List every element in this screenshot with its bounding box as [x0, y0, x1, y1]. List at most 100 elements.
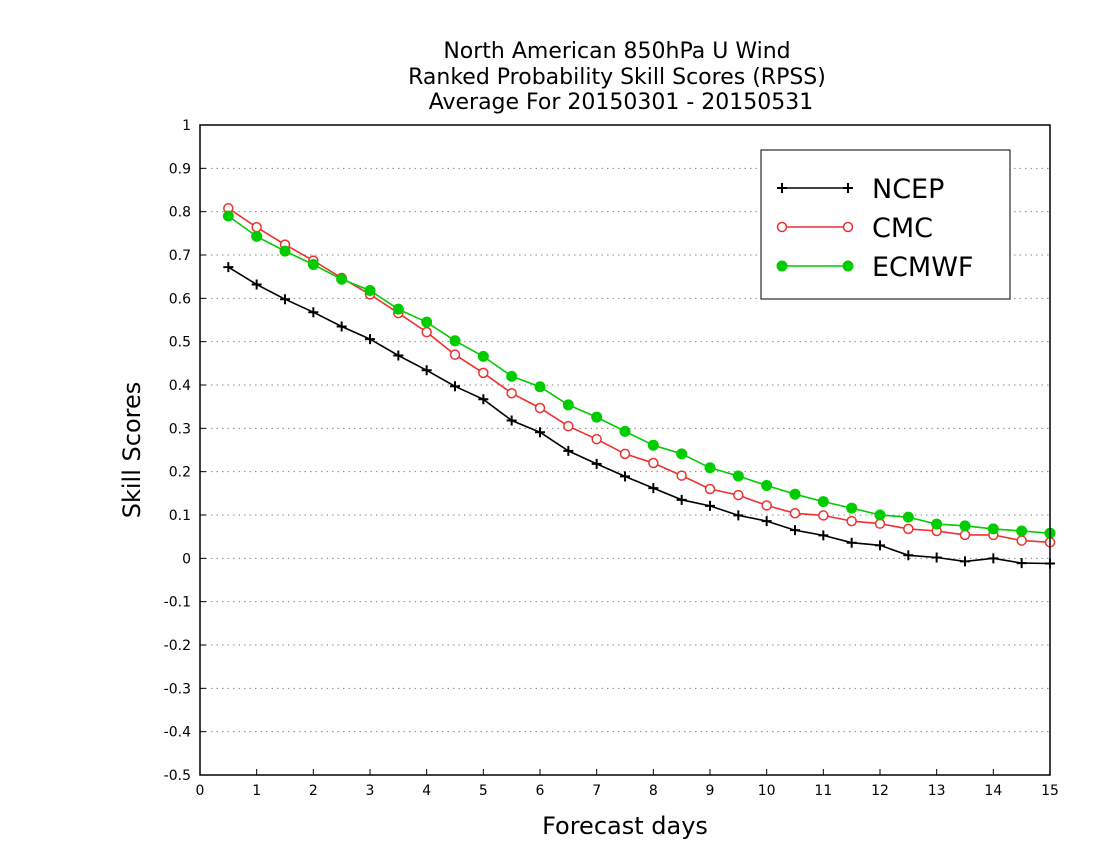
ncep-point	[450, 381, 460, 392]
chart-title-line-1: North American 850hPa U Wind	[443, 39, 790, 64]
ecmwf-point	[421, 316, 433, 328]
y-tick-label: 0.6	[169, 291, 191, 307]
ncep-point	[960, 556, 970, 567]
ncep-point	[336, 321, 347, 332]
ncep-point	[563, 445, 574, 456]
cmc-point	[704, 483, 716, 495]
ecmwf-point	[222, 210, 234, 222]
legend-marker-cmc	[842, 221, 854, 233]
ncep-point	[421, 365, 432, 376]
legend-marker-ecmwf	[842, 260, 854, 272]
x-tick-label: 11	[814, 783, 832, 799]
x-axis-ticks: 0 1 2 3 4 5 6 7 8 9 10 11 12 13 14 15	[196, 769, 1059, 799]
ecmwf-point	[704, 462, 716, 474]
legend-marker-cmc	[776, 221, 788, 233]
cmc-point	[591, 433, 602, 445]
y-tick-label: -0.2	[164, 638, 191, 654]
ecmwf-point	[902, 511, 914, 523]
ncep-point	[223, 262, 234, 273]
x-tick-label: 1	[252, 783, 261, 799]
legend: NCEP CMC ECMWF	[760, 149, 1011, 300]
y-tick-label: 0.7	[169, 248, 191, 264]
x-axis-label: Forecast days	[542, 812, 708, 840]
x-tick-label: 12	[871, 783, 889, 799]
cmc-point	[1016, 535, 1027, 546]
chart-title-line-2: Ranked Probability Skill Scores (RPSS)	[408, 65, 826, 90]
ecmwf-point	[846, 502, 858, 514]
ecmwf-point	[336, 273, 348, 285]
x-tick-label: 3	[366, 783, 375, 799]
ecmwf-point	[591, 411, 603, 423]
legend-item-ecmwf: ECMWF	[776, 252, 973, 283]
y-tick-label: 0	[182, 551, 191, 567]
y-tick-label: 0.8	[169, 205, 191, 221]
cmc-point	[676, 470, 687, 481]
y-tick-label: 0.1	[169, 508, 191, 524]
ecmwf-point	[789, 488, 801, 500]
cmc-point	[846, 515, 857, 527]
ecmwf-point	[732, 470, 744, 482]
y-tick-label: -0.4	[164, 725, 191, 741]
x-tick-label: 13	[928, 783, 946, 799]
cmc-point	[874, 518, 886, 529]
chart-title-line-3: Average For 20150301 - 20150531	[429, 90, 814, 115]
ncep-point	[846, 537, 857, 548]
ncep-point	[988, 553, 999, 564]
ecmwf-point	[931, 518, 943, 530]
series-ncep	[223, 262, 1055, 569]
y-axis-ticks: 1 0.9 0.8 0.7 0.6 0.5 0.4 0.3 0.2 0.1 0 -0.1 -0.2 -0.…	[164, 118, 206, 784]
y-tick-label: 0.3	[169, 421, 191, 437]
ecmwf-point	[307, 259, 319, 271]
ecmwf-point	[364, 285, 376, 297]
ecmwf-point	[817, 496, 829, 508]
x-tick-label: 5	[479, 783, 488, 799]
ncep-point	[676, 494, 687, 505]
x-tick-label: 14	[984, 783, 1002, 799]
series-group	[222, 202, 1056, 569]
cmc-point	[478, 367, 489, 379]
cmc-point	[733, 489, 744, 501]
ncep-point	[308, 307, 319, 318]
y-tick-label: 0.4	[169, 378, 191, 394]
ncep-point	[1016, 558, 1027, 569]
ecmwf-point	[449, 335, 461, 347]
ncep-point	[761, 516, 772, 527]
x-tick-label: 15	[1041, 783, 1059, 799]
y-tick-label: 0.5	[169, 335, 191, 351]
ecmwf-point	[1016, 525, 1028, 537]
x-tick-label: 8	[649, 783, 658, 799]
y-axis-label: Skill Scores	[118, 382, 146, 519]
ecmwf-point	[959, 520, 971, 532]
ecmwf-point	[562, 399, 574, 411]
ecmwf-point	[761, 480, 773, 492]
cmc-point	[506, 387, 517, 399]
y-tick-label: 1	[182, 118, 191, 134]
legend-label-cmc: CMC	[872, 213, 933, 244]
cmc-point	[761, 500, 772, 511]
cmc-point	[421, 326, 432, 338]
legend-label-ecmwf: ECMWF	[872, 252, 973, 283]
legend-marker-ecmwf	[776, 260, 788, 272]
legend-marker-ncep	[777, 183, 787, 193]
ecmwf-point	[251, 230, 263, 242]
ncep-line	[227, 266, 1051, 565]
chart-title: North American 850hPa U Wind Ranked Prob…	[408, 39, 826, 115]
y-tick-label: -0.3	[164, 681, 191, 697]
ncep-point	[506, 415, 517, 426]
ecmwf-point	[534, 381, 546, 393]
legend-label-ncep: NCEP	[872, 174, 944, 205]
ecmwf-point	[392, 303, 404, 315]
cmc-point	[251, 222, 262, 233]
cmc-point	[959, 529, 971, 541]
ecmwf-point	[676, 448, 688, 460]
ecmwf-point	[647, 439, 659, 451]
plot-frame	[199, 124, 1051, 776]
x-tick-label: 0	[196, 783, 205, 799]
x-tick-label: 9	[706, 783, 715, 799]
ncep-point	[733, 510, 744, 521]
cmc-point	[449, 349, 461, 360]
x-tick-label: 2	[309, 783, 318, 799]
legend-box	[760, 149, 1011, 300]
y-tick-label: -0.5	[164, 768, 191, 784]
ecmwf-point	[987, 523, 999, 535]
